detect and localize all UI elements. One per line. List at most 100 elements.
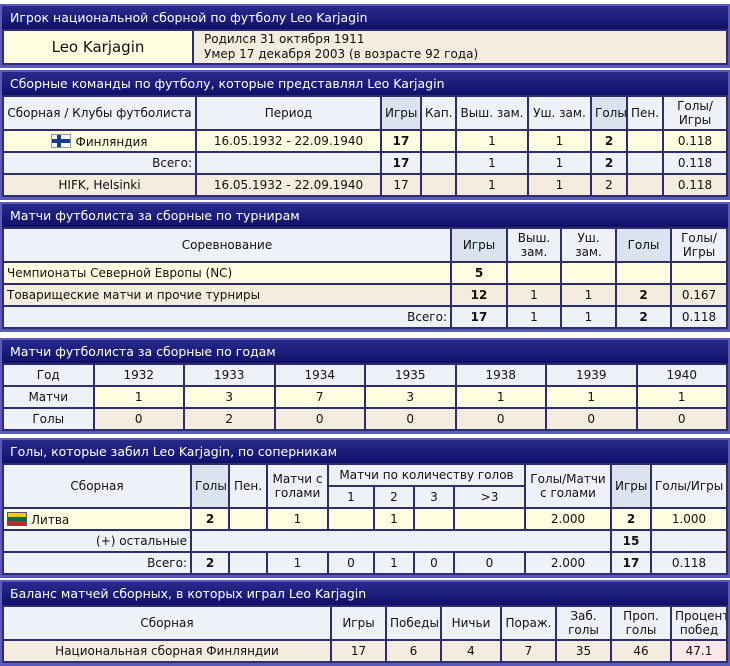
table-cell bbox=[327, 507, 375, 531]
table-cell: 0.167 bbox=[670, 283, 728, 307]
table-cell bbox=[615, 261, 672, 285]
year-link[interactable]: 1940 bbox=[635, 363, 728, 387]
table-cell: 17 bbox=[380, 173, 422, 197]
header-cell[interactable]: Выш. зам. bbox=[506, 227, 562, 263]
tournament-link[interactable]: Чемпионаты Северной Европы (NC) bbox=[2, 261, 452, 285]
table-cell: 2 bbox=[590, 173, 628, 197]
table-row: Национальная сборная Финляндии 17 6 4 7 35 46 4… bbox=[2, 639, 728, 663]
header-cell[interactable]: Игры bbox=[610, 463, 652, 509]
tournament-link[interactable]: Товарищеские матчи и прочие турниры bbox=[2, 283, 452, 307]
header-cell: Матчи по количеству голов bbox=[327, 463, 526, 487]
header-row: Leo Karjagin Родился 31 октября 1911 Умер… bbox=[2, 29, 728, 65]
teams-section: Сборные команды по футболу, которые пред… bbox=[0, 70, 730, 200]
year-link[interactable]: 1939 bbox=[545, 363, 638, 387]
header-cell[interactable]: Процент побед bbox=[670, 605, 728, 641]
header-cell[interactable]: Сборная bbox=[2, 463, 192, 509]
header-cell[interactable]: Выш. зам. bbox=[455, 95, 529, 131]
balance-section: Баланс матчей сборных, в которых играл L… bbox=[0, 580, 730, 666]
header-cell[interactable]: Голы bbox=[590, 95, 628, 131]
header-cell[interactable]: Уш. зам. bbox=[560, 227, 617, 263]
table-cell: 2 bbox=[615, 283, 672, 307]
header-cell[interactable]: Сборная bbox=[2, 605, 332, 641]
year-link[interactable]: 1934 bbox=[273, 363, 366, 387]
header-cell[interactable]: Голы/ Игры bbox=[662, 95, 728, 131]
header-cell[interactable]: Голы bbox=[615, 227, 672, 263]
opponents-section: Голы, которые забил Leo Karjagin, по соп… bbox=[0, 438, 730, 578]
table-cell: 16.05.1932 - 22.09.1940 bbox=[195, 129, 382, 153]
table-cell: 17 bbox=[380, 151, 422, 175]
opponent-cell[interactable]: Литва bbox=[2, 507, 192, 531]
birth-date: Родился 31 октября 1911 bbox=[204, 32, 365, 46]
table-cell: 1 bbox=[635, 385, 728, 409]
table-cell: 1 bbox=[373, 507, 415, 531]
table-cell bbox=[228, 507, 268, 531]
header-cell[interactable]: Игры bbox=[380, 95, 422, 131]
table-cell: 0.118 bbox=[650, 551, 728, 575]
total-row: Всего: 17 1 1 2 0.118 bbox=[2, 305, 728, 329]
table-cell: 1 bbox=[560, 305, 617, 329]
table-row: Чемпионаты Северной Европы (NC) 5 bbox=[2, 261, 728, 285]
table-row: Товарищеские матчи и прочие турниры 12 1 1 2… bbox=[2, 283, 728, 307]
table-cell bbox=[190, 529, 612, 553]
header-cell[interactable]: Голы/Матчи с голами bbox=[524, 463, 612, 509]
table-cell: 17 bbox=[330, 639, 387, 663]
table-cell: 2 bbox=[590, 151, 628, 175]
header-cell[interactable]: Соревнование bbox=[2, 227, 452, 263]
header-cell[interactable]: Голы bbox=[190, 463, 230, 509]
table-cell bbox=[420, 173, 457, 197]
table-cell: 0 bbox=[413, 551, 455, 575]
team-link[interactable]: Финляндия bbox=[75, 134, 148, 149]
table-cell: 2 bbox=[373, 485, 415, 509]
death-date: Умер 17 декабря 2003 (в возрасте 92 года… bbox=[204, 47, 479, 61]
table-cell: 2 bbox=[615, 305, 672, 329]
table-row: Литва 2 1 1 2.000 2 1.000 bbox=[2, 507, 728, 531]
header-cell[interactable]: Победы bbox=[385, 605, 442, 641]
header-cell[interactable]: Проп. голы bbox=[610, 605, 672, 641]
table-cell bbox=[626, 173, 664, 197]
table-cell: 2 bbox=[610, 507, 652, 531]
table-cell: 1 bbox=[266, 551, 329, 575]
table-cell: 2 bbox=[590, 129, 628, 153]
table-cell: 0 bbox=[545, 407, 638, 431]
header-cell[interactable]: Пораж. bbox=[500, 605, 557, 641]
header-cell[interactable]: Голы/Игры bbox=[650, 463, 728, 509]
table-cell bbox=[650, 529, 728, 553]
header-cell[interactable]: Игры bbox=[330, 605, 387, 641]
table-cell: Голы bbox=[2, 407, 95, 431]
header-cell[interactable]: Уш. зам. bbox=[527, 95, 592, 131]
years-section: Матчи футболиста за сборные по годам Год… bbox=[0, 338, 730, 434]
table-row: HIFK, Helsinki 16.05.1932 - 22.09.1940 17 1… bbox=[2, 173, 728, 197]
total-row: Всего: 2 1 0 1 0 0 2.000 17 0.118 bbox=[2, 551, 728, 575]
year-link[interactable]: 1932 bbox=[92, 363, 185, 387]
table-cell: 2.000 bbox=[524, 551, 612, 575]
table-cell: 0 bbox=[454, 407, 547, 431]
year-link[interactable]: 1935 bbox=[364, 363, 457, 387]
header-cell[interactable]: Голы/ Игры bbox=[670, 227, 728, 263]
table-cell: 2.000 bbox=[524, 507, 612, 531]
table-row: Матчи 1 3 7 3 1 1 1 bbox=[2, 385, 728, 409]
header-cell[interactable]: Кап. bbox=[420, 95, 457, 131]
header-cell[interactable]: Заб. голы bbox=[555, 605, 612, 641]
table-cell: 17 bbox=[450, 305, 508, 329]
year-link[interactable]: 1933 bbox=[183, 363, 276, 387]
table-row: Голы 0 2 0 0 0 0 0 bbox=[2, 407, 728, 431]
header-cell[interactable]: Пен. bbox=[626, 95, 664, 131]
team-cell[interactable]: Финляндия bbox=[2, 129, 197, 153]
header-cell[interactable]: Сборная / Клубы футболиста bbox=[2, 95, 197, 131]
header-cell[interactable]: Пен. bbox=[228, 463, 268, 509]
header-cell[interactable]: Период bbox=[195, 95, 382, 131]
table-cell: Всего: bbox=[2, 551, 192, 575]
table-cell bbox=[560, 261, 617, 285]
header-cell[interactable]: Матчи с голами bbox=[266, 463, 329, 509]
club-link[interactable]: HIFK, Helsinki bbox=[2, 173, 197, 197]
header-cell[interactable]: Ничьи bbox=[440, 605, 502, 641]
player-name: Leo Karjagin bbox=[2, 29, 194, 65]
year-link[interactable]: 1938 bbox=[454, 363, 547, 387]
others-toggle[interactable]: (+) остальные bbox=[2, 529, 192, 553]
table-cell: 1 bbox=[327, 485, 375, 509]
header-cell[interactable]: Игры bbox=[450, 227, 508, 263]
team-link[interactable]: Национальная сборная Финляндии bbox=[2, 639, 332, 663]
table-cell: 0.118 bbox=[662, 129, 728, 153]
tournaments-section: Матчи футболиста за сборные по турнирам … bbox=[0, 202, 730, 332]
table-cell: 46 bbox=[610, 639, 672, 663]
